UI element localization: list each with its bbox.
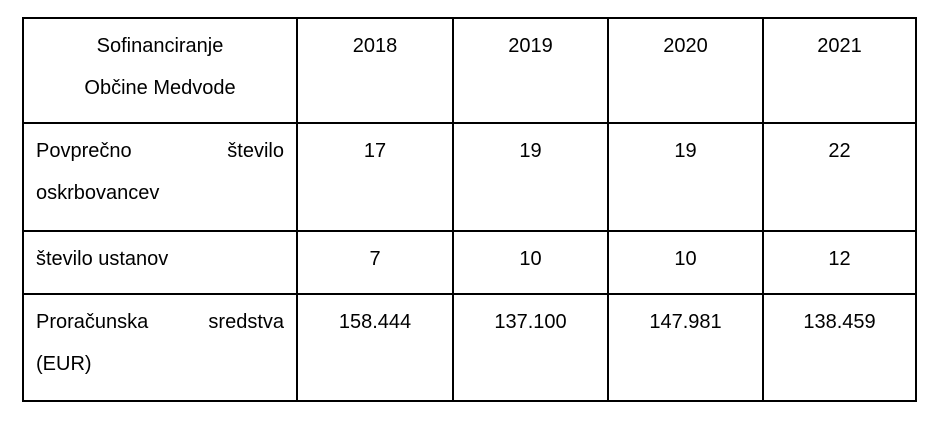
cell-institutions-2019: 10: [452, 230, 609, 295]
row-label-institutions: število ustanov: [22, 230, 298, 295]
table-header-row: Sofinanciranje Občine Medvode 2018 2019 …: [22, 17, 917, 124]
cell-average-residents-2018: 17: [296, 122, 454, 232]
year-header-2019: 2019: [452, 17, 609, 124]
financing-table: Sofinanciranje Občine Medvode 2018 2019 …: [22, 17, 917, 402]
cell-budget-funds-2020: 147.981: [607, 293, 764, 402]
year-header-2021: 2021: [762, 17, 917, 124]
table-title-cell: Sofinanciranje Občine Medvode: [22, 17, 298, 124]
cell-budget-funds-2021: 138.459: [762, 293, 917, 402]
cell-average-residents-2020: 19: [607, 122, 764, 232]
row-label-average-residents: Povprečno število oskrbovancev: [22, 122, 298, 232]
table-row-institutions: število ustanov 7 10 10 12: [22, 230, 917, 295]
cell-budget-funds-2019: 137.100: [452, 293, 609, 402]
cell-institutions-2018: 7: [296, 230, 454, 295]
cell-institutions-2021: 12: [762, 230, 917, 295]
year-header-2020: 2020: [607, 17, 764, 124]
cell-average-residents-2019: 19: [452, 122, 609, 232]
cell-budget-funds-2018: 158.444: [296, 293, 454, 402]
table-row-average-residents: Povprečno število oskrbovancev 17 19 19 …: [22, 122, 917, 232]
cell-institutions-2020: 10: [607, 230, 764, 295]
table-row-budget-funds: Proračunska sredstva (EUR) 158.444 137.1…: [22, 293, 917, 402]
cell-average-residents-2021: 22: [762, 122, 917, 232]
year-header-2018: 2018: [296, 17, 454, 124]
row-label-budget-funds: Proračunska sredstva (EUR): [22, 293, 298, 402]
